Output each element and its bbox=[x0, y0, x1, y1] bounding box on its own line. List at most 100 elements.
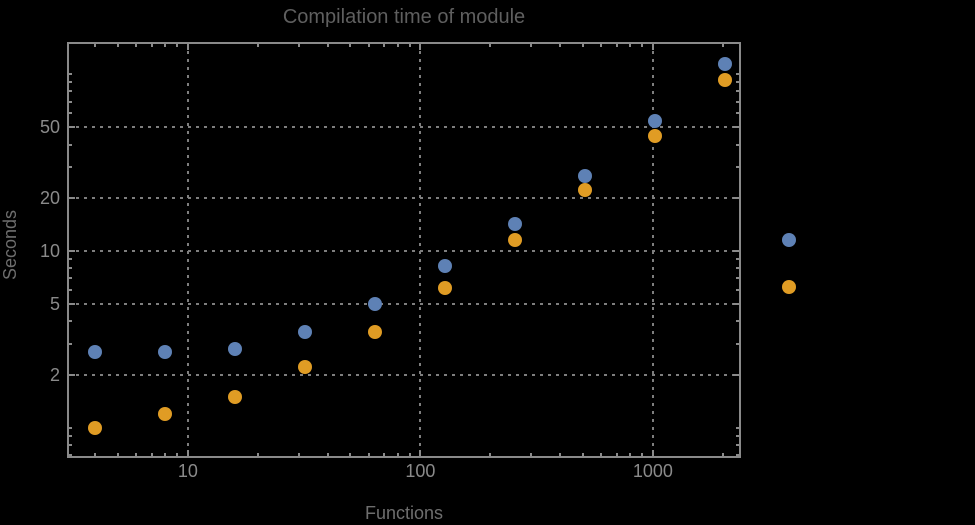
y-tick bbox=[68, 112, 72, 115]
x-tick bbox=[641, 453, 644, 457]
y-tick-right bbox=[736, 435, 740, 438]
y-tick-right bbox=[736, 73, 740, 76]
x-tick-top bbox=[186, 43, 189, 50]
data-point-series-1 bbox=[438, 259, 453, 274]
y-tick bbox=[68, 250, 75, 253]
data-point-series-2 bbox=[298, 360, 313, 375]
y-tick-label: 5 bbox=[49, 294, 60, 315]
y-tick bbox=[68, 435, 72, 438]
y-gridline bbox=[68, 373, 740, 376]
y-tick-right bbox=[736, 258, 740, 261]
y-tick bbox=[68, 196, 75, 199]
x-tick-top bbox=[297, 43, 300, 47]
data-point-series-2 bbox=[718, 72, 733, 87]
y-tick-right bbox=[733, 196, 740, 199]
chart-title: Compilation time of module bbox=[282, 6, 526, 28]
x-tick bbox=[396, 453, 399, 457]
x-tick-top bbox=[150, 43, 153, 47]
y-gridline bbox=[68, 126, 740, 129]
x-tick-top bbox=[408, 43, 411, 47]
x-tick bbox=[651, 450, 654, 457]
x-tick bbox=[559, 453, 562, 457]
y-tick-label: 50 bbox=[39, 117, 60, 138]
y-tick-right bbox=[733, 373, 740, 376]
y-gridline bbox=[68, 196, 740, 199]
y-tick bbox=[68, 267, 72, 270]
x-tick-top bbox=[135, 43, 138, 47]
x-tick-top bbox=[559, 43, 562, 47]
y-tick bbox=[68, 277, 72, 280]
x-tick-top bbox=[581, 43, 584, 47]
x-tick-top bbox=[721, 43, 724, 47]
x-tick bbox=[600, 453, 603, 457]
y-axis-label: Seconds bbox=[0, 209, 20, 281]
y-tick-right bbox=[736, 81, 740, 84]
data-point-series-1 bbox=[158, 344, 173, 359]
y-tick bbox=[68, 426, 72, 429]
x-tick bbox=[489, 453, 492, 457]
x-tick-top bbox=[396, 43, 399, 47]
x-tick-top bbox=[600, 43, 603, 47]
x-tick-top bbox=[349, 43, 352, 47]
x-tick bbox=[408, 453, 411, 457]
x-tick bbox=[419, 450, 422, 457]
y-tick bbox=[68, 289, 72, 292]
y-tick bbox=[68, 342, 72, 345]
x-tick bbox=[164, 453, 167, 457]
x-tick bbox=[256, 453, 259, 457]
x-tick-top bbox=[651, 43, 654, 50]
y-tick bbox=[68, 126, 75, 129]
x-tick bbox=[186, 450, 189, 457]
y-tick-right bbox=[736, 320, 740, 323]
y-tick-right bbox=[736, 90, 740, 93]
y-tick bbox=[68, 143, 72, 146]
legend-marker-series-2 bbox=[782, 280, 796, 294]
y-tick-right bbox=[736, 342, 740, 345]
x-tick-label: 1000 bbox=[632, 461, 673, 481]
x-tick-top bbox=[489, 43, 492, 47]
y-tick bbox=[68, 373, 75, 376]
x-tick bbox=[629, 453, 632, 457]
x-tick bbox=[176, 453, 179, 457]
data-point-series-1 bbox=[88, 344, 103, 359]
legend bbox=[782, 233, 798, 327]
y-tick-right bbox=[736, 426, 740, 429]
y-tick-right bbox=[736, 277, 740, 280]
x-tick bbox=[116, 453, 119, 457]
data-point-series-2 bbox=[438, 280, 453, 295]
x-tick-top bbox=[383, 43, 386, 47]
data-point-series-2 bbox=[648, 129, 663, 144]
y-tick bbox=[68, 454, 72, 457]
data-point-series-2 bbox=[88, 420, 103, 435]
x-gridline bbox=[651, 43, 654, 457]
x-tick bbox=[94, 453, 97, 457]
data-point-series-1 bbox=[718, 57, 733, 72]
data-point-series-2 bbox=[228, 389, 243, 404]
y-tick-right bbox=[736, 165, 740, 168]
y-tick bbox=[68, 165, 72, 168]
x-gridline bbox=[186, 43, 189, 457]
data-point-series-2 bbox=[158, 406, 173, 421]
x-tick bbox=[530, 453, 533, 457]
y-tick bbox=[68, 100, 72, 103]
x-tick-top bbox=[94, 43, 97, 47]
y-tick-right bbox=[736, 143, 740, 146]
x-tick bbox=[383, 453, 386, 457]
x-tick-top bbox=[176, 43, 179, 47]
data-point-series-1 bbox=[368, 297, 383, 312]
y-tick-right bbox=[736, 454, 740, 457]
y-tick bbox=[68, 320, 72, 323]
y-tick bbox=[68, 258, 72, 261]
x-tick-top bbox=[641, 43, 644, 47]
x-tick bbox=[349, 453, 352, 457]
x-tick-top bbox=[164, 43, 167, 47]
y-tick bbox=[68, 90, 72, 93]
data-point-series-2 bbox=[508, 232, 523, 247]
x-tick-label: 10 bbox=[177, 461, 198, 481]
x-tick-top bbox=[629, 43, 632, 47]
x-tick-label: 100 bbox=[405, 461, 436, 481]
y-tick bbox=[68, 81, 72, 84]
y-tick-label: 10 bbox=[39, 241, 60, 262]
y-tick-label: 2 bbox=[49, 364, 60, 385]
y-tick-right bbox=[733, 303, 740, 306]
